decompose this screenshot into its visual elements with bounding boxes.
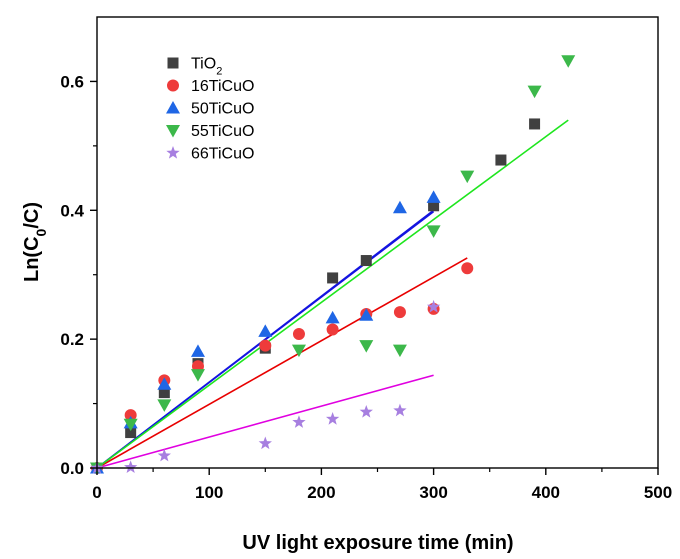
data-point bbox=[259, 339, 272, 352]
legend-marker bbox=[166, 101, 180, 114]
data-point bbox=[124, 460, 138, 474]
x-tick-label: 400 bbox=[532, 483, 560, 502]
data-point bbox=[291, 344, 306, 358]
legend-item: 50TiCuO bbox=[166, 101, 254, 118]
axes: 0 100 200 300 400 500 0.0 0.2 0.4 0.6 bbox=[60, 16, 672, 502]
data-point bbox=[158, 387, 170, 399]
legend-label: 16TiCuO bbox=[191, 78, 254, 95]
data-point bbox=[527, 85, 542, 99]
legend-marker bbox=[167, 79, 179, 92]
y-axis-title-sub: 0 bbox=[33, 228, 49, 236]
data-point bbox=[125, 427, 137, 439]
data-point bbox=[392, 344, 407, 358]
fit-line-2 bbox=[96, 209, 435, 469]
data-point bbox=[325, 310, 340, 324]
y-tick-label: 0.2 bbox=[60, 330, 84, 349]
x-axis-title: UV light exposure time (min) bbox=[242, 532, 513, 554]
data-point bbox=[359, 404, 373, 418]
series-2 bbox=[90, 190, 441, 474]
legend-marker bbox=[166, 146, 180, 159]
data-point bbox=[157, 377, 172, 390]
data-point bbox=[360, 255, 372, 267]
data-point bbox=[461, 262, 474, 275]
data-point bbox=[495, 154, 507, 166]
data-point bbox=[157, 448, 171, 462]
data-point bbox=[190, 344, 205, 357]
series-3 bbox=[90, 55, 576, 475]
data-markers bbox=[90, 55, 576, 475]
data-point bbox=[292, 327, 305, 340]
legend-item: 16TiCuO bbox=[167, 78, 254, 95]
data-point bbox=[326, 323, 339, 336]
fit-line-1 bbox=[96, 257, 468, 469]
y-axis-title-main: Ln(C bbox=[21, 236, 43, 282]
data-point bbox=[426, 190, 441, 203]
data-point bbox=[359, 308, 374, 321]
legend-item: 66TiCuO bbox=[166, 146, 254, 163]
data-point bbox=[258, 436, 272, 450]
fit-line-3 bbox=[96, 119, 569, 469]
data-point bbox=[426, 225, 441, 238]
plot-frame bbox=[96, 16, 659, 469]
data-point bbox=[428, 200, 440, 212]
data-point bbox=[325, 412, 340, 425]
x-tick-label: 0 bbox=[92, 483, 101, 502]
fit-line-4 bbox=[96, 374, 434, 469]
y-tick-label: 0.0 bbox=[60, 459, 84, 478]
legend-marker bbox=[166, 125, 180, 138]
legend-marker bbox=[167, 57, 179, 69]
y-tick-label: 0.6 bbox=[60, 72, 84, 91]
data-point bbox=[426, 299, 441, 313]
data-point bbox=[124, 409, 137, 422]
x-tick-label: 100 bbox=[195, 483, 223, 502]
legend-label: TiO2 bbox=[191, 56, 222, 78]
legend-label: 50TiCuO bbox=[191, 101, 254, 118]
legend-item: 55TiCuO bbox=[166, 123, 254, 140]
data-point bbox=[529, 118, 541, 130]
data-point bbox=[123, 418, 138, 432]
legend-label: 55TiCuO bbox=[191, 123, 254, 140]
data-point bbox=[393, 403, 407, 417]
data-point bbox=[561, 55, 576, 68]
x-tick-label: 300 bbox=[419, 483, 447, 502]
data-point bbox=[190, 369, 205, 382]
data-point bbox=[258, 324, 273, 337]
data-point bbox=[393, 306, 406, 319]
data-point bbox=[292, 415, 306, 428]
y-axis-title: Ln(C0/C) bbox=[21, 202, 49, 282]
data-point bbox=[460, 170, 475, 184]
series-1 bbox=[91, 262, 474, 474]
data-point bbox=[327, 272, 339, 284]
y-axis-title-rest: /C) bbox=[21, 202, 43, 229]
data-point bbox=[392, 200, 407, 214]
legend-label: 66TiCuO bbox=[191, 146, 254, 163]
legend-item: TiO2 bbox=[167, 56, 222, 78]
x-tick-label: 200 bbox=[307, 483, 335, 502]
x-tick-label: 500 bbox=[644, 483, 672, 502]
data-point bbox=[359, 340, 374, 353]
y-tick-label: 0.4 bbox=[60, 201, 84, 220]
data-point bbox=[157, 399, 172, 412]
